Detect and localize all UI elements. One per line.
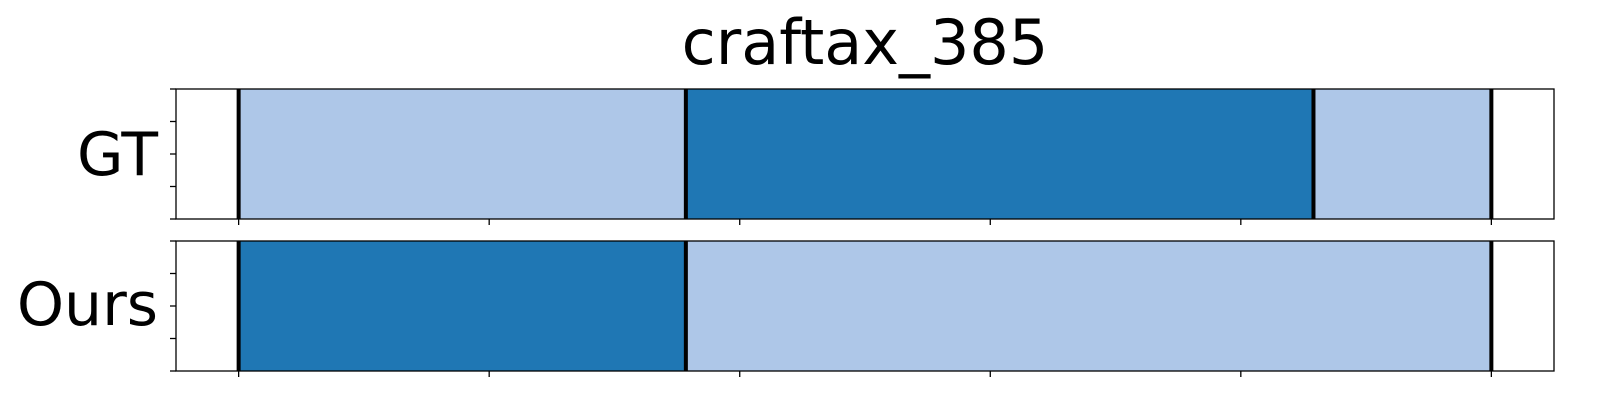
row-gt: GT	[77, 88, 1555, 220]
chart-title: craftax_385	[682, 6, 1049, 79]
gt-boundaries	[236, 89, 1494, 219]
gt-axes-frame	[175, 88, 1555, 220]
row-label-ours: Ours	[17, 270, 158, 340]
row-ours: Ours	[17, 240, 1555, 372]
segment-gt-2	[1313, 89, 1492, 219]
ours-y-ticks	[170, 240, 176, 372]
ours-segments	[238, 241, 1492, 371]
gt-y-ticks	[170, 88, 176, 220]
ours-boundaries	[236, 241, 1494, 371]
gt-segments	[238, 89, 1492, 219]
x-ticks	[237, 219, 1493, 377]
ours-axes-frame	[175, 240, 1555, 372]
row-label-gt: GT	[77, 120, 158, 190]
segment-ours-1	[685, 241, 1492, 371]
segment-ours-0	[238, 241, 686, 371]
segment-gt-1	[685, 89, 1314, 219]
segment-gt-0	[238, 89, 686, 219]
